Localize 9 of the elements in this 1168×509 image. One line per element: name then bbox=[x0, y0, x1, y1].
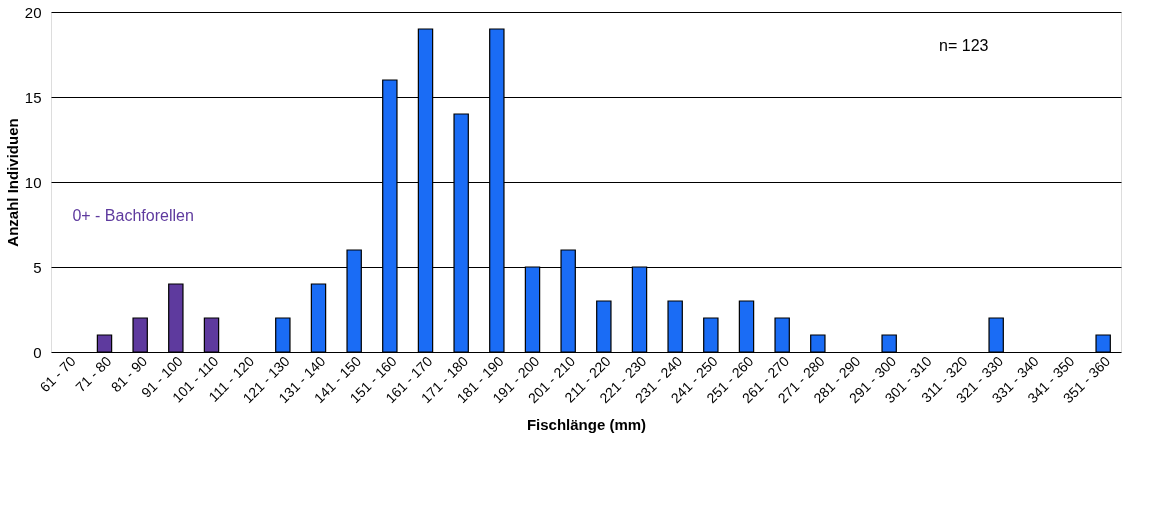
y-tick-label: 15 bbox=[24, 88, 42, 106]
y-axis-title: Anzahl Individuen bbox=[3, 118, 21, 247]
x-axis-title: Fischlänge (mm) bbox=[526, 416, 647, 434]
y-tick-label: 20 bbox=[24, 3, 42, 21]
annotation: 0+ - Bachforellen bbox=[72, 207, 194, 224]
y-tick-label: 0 bbox=[33, 343, 42, 361]
annotation: n= 123 bbox=[939, 37, 989, 54]
y-tick-label: 10 bbox=[24, 173, 42, 191]
y-tick-label: 5 bbox=[33, 258, 42, 276]
